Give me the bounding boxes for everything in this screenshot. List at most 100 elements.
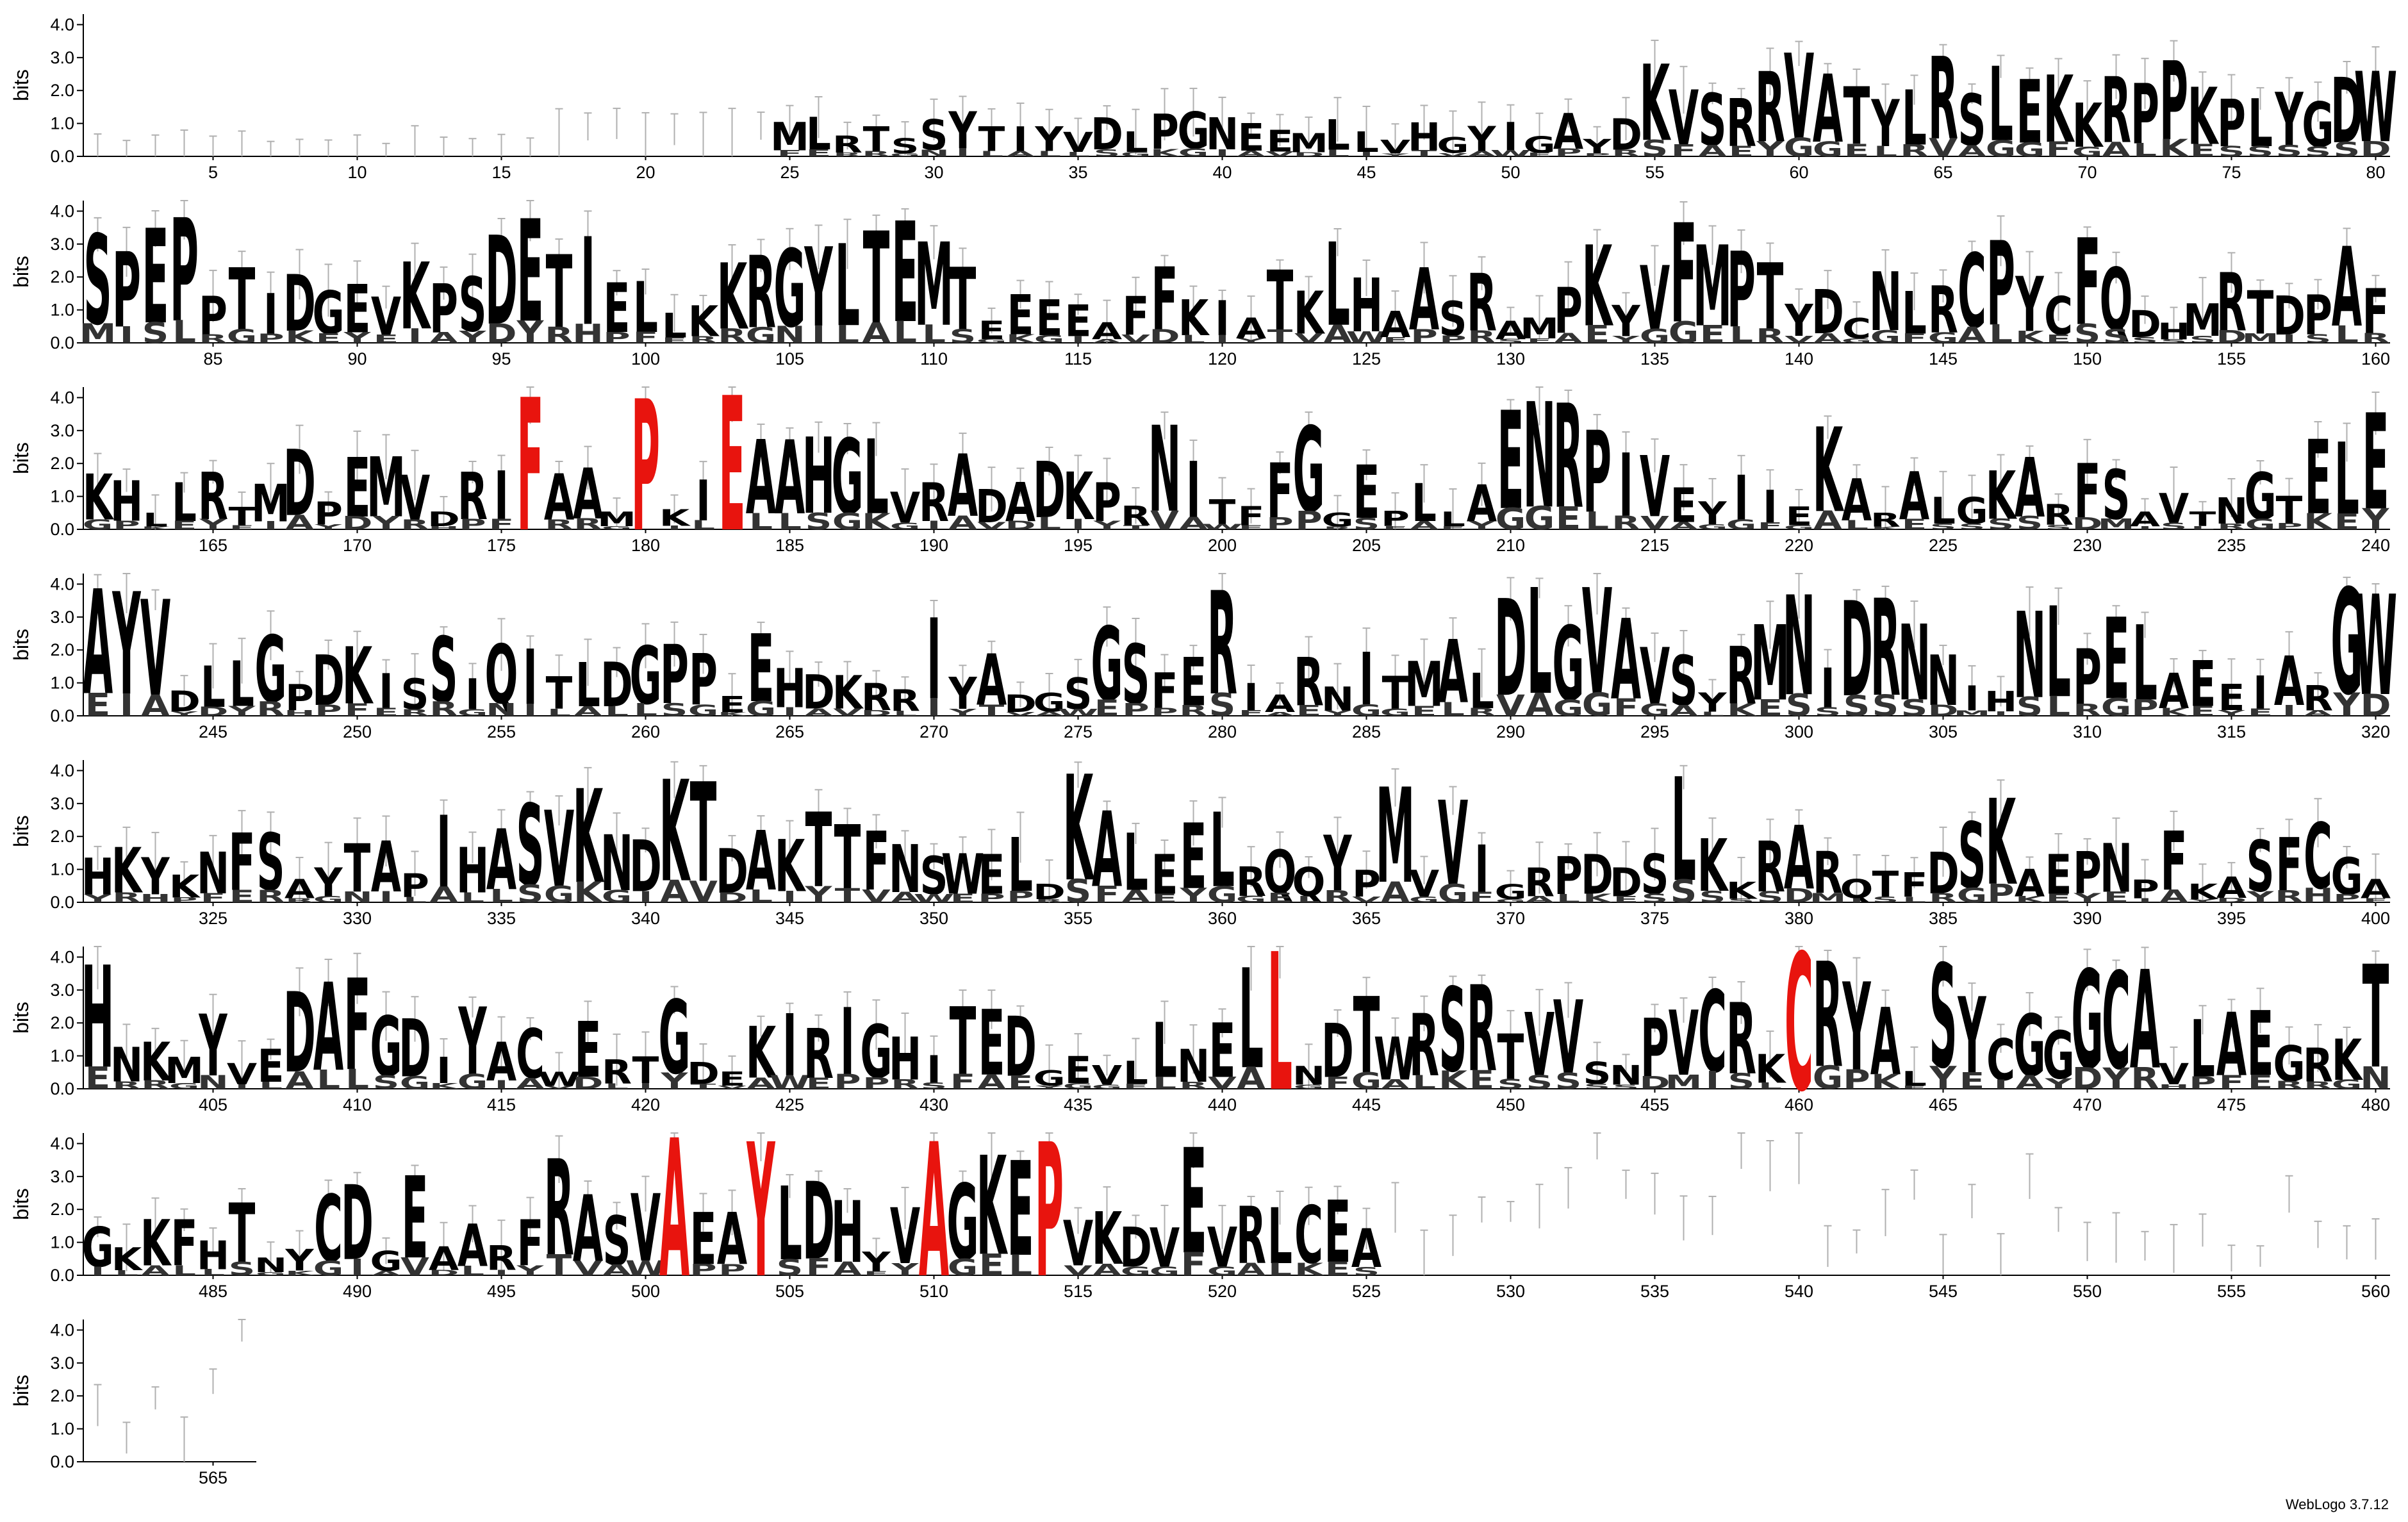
residue-296: S (1670, 641, 1698, 722)
x-tick-label: 520 (1208, 1282, 1237, 1301)
residue-201: F (1238, 501, 1265, 532)
residue-minor: G (1207, 882, 1237, 908)
residue-140: Y (1784, 296, 1813, 347)
residue-minor: R (2275, 888, 2304, 907)
x-tick-label: 350 (919, 909, 948, 928)
residue-minor: F (345, 700, 370, 720)
residue-minor: G (746, 323, 776, 348)
residue-101: L (662, 307, 687, 346)
residue-minor: A (1958, 323, 1986, 349)
residue-minor: A (1698, 142, 1728, 160)
residue-minor: E (374, 333, 399, 346)
residue-minor: G (832, 509, 862, 534)
residue-minor: I (1994, 710, 2008, 717)
residue-minor: L (1037, 149, 1061, 158)
y-tick-label: 4.0 (50, 761, 74, 780)
residue-minor: R (429, 697, 458, 720)
x-tick-label: 90 (347, 349, 367, 368)
x-tick-label: 130 (1496, 349, 1525, 368)
residue-minor: I (379, 888, 393, 906)
residue-minor: F (1383, 525, 1408, 530)
residue-53: Y (1582, 135, 1612, 158)
residue-minor: R (2275, 1079, 2304, 1092)
x-tick-label: 140 (1785, 349, 1813, 368)
residue-minor: G (1034, 333, 1064, 346)
residue-minor: K (573, 877, 604, 909)
residue-159: A (2332, 225, 2362, 352)
residue-minor: F (489, 516, 515, 533)
residue-187: G (831, 417, 863, 538)
residue-minor: A (1813, 506, 1842, 535)
residue-minor: D (572, 1073, 603, 1093)
residue-minor: S (1613, 1084, 1640, 1091)
residue-minor: D (716, 890, 747, 906)
residue-55: K (1640, 44, 1672, 165)
residue-minor: E (1556, 500, 1581, 537)
residue-226: G (1956, 490, 1988, 533)
residue-minor: Y (2188, 898, 2217, 903)
residue-minor: G (313, 1257, 344, 1280)
residue-54: D (1610, 111, 1642, 160)
residue-minor: R (1179, 1080, 1208, 1091)
residue-339: N (600, 820, 633, 909)
residue-160: F (2363, 276, 2389, 347)
residue-45: L (1354, 127, 1379, 159)
residue-165: R (198, 458, 228, 534)
x-tick-label: 180 (631, 536, 660, 555)
x-tick-label: 310 (2073, 722, 2102, 741)
residue-minor: P (1410, 326, 1437, 347)
residue-minor: V (1640, 513, 1670, 534)
residue-245: L (201, 654, 226, 720)
residue-98: I (581, 212, 595, 352)
x-tick-label: 500 (631, 1282, 660, 1301)
residue-281: I (1244, 676, 1258, 719)
residue-minor: I (639, 1081, 653, 1091)
x-tick-label: 515 (1064, 1282, 1093, 1301)
residue-56: V (1669, 75, 1699, 163)
residue-minor: P (718, 1261, 745, 1279)
residue-minor: G (602, 525, 632, 531)
residue-77: Y (2275, 79, 2304, 163)
y-tick-label: 0.0 (50, 1266, 74, 1285)
residue-minor: K (2159, 135, 2190, 162)
x-tick-label: 195 (1064, 536, 1093, 555)
x-tick-label: 525 (1352, 1282, 1381, 1301)
residue-minor: E (979, 1248, 1005, 1282)
residue-198: N (1148, 402, 1181, 539)
residue-186: H (802, 417, 835, 538)
residue-94: S (459, 262, 487, 350)
residue-minor: R (1929, 891, 1958, 906)
residue-minor: T (691, 1082, 716, 1090)
residue-minor: M (1665, 1071, 1703, 1094)
residue-minor: E (1585, 320, 1610, 349)
residue-minor: H (428, 525, 459, 531)
residue-47: H (1408, 115, 1440, 160)
residue-minor: L (1268, 1259, 1292, 1279)
x-tick-label: 200 (1208, 536, 1237, 555)
residue-277: S (1122, 627, 1150, 722)
residue-minor: P (862, 1074, 889, 1093)
residue-minor: P (1122, 699, 1149, 720)
residue-50: I (1503, 115, 1518, 160)
residue-minor: A (372, 1270, 400, 1277)
residue-234: T (2189, 508, 2216, 531)
x-tick-label: 190 (919, 536, 948, 555)
residue-minor: A (1554, 330, 1583, 346)
residue-99: E (604, 269, 631, 349)
residue-minor: S (1728, 1070, 1755, 1095)
residue-minor: K (429, 1081, 459, 1090)
residue-309: L (2046, 580, 2071, 725)
residue-minor: L (1758, 1081, 1782, 1091)
residue-285: I (1359, 638, 1374, 722)
residue-minor: S (1815, 705, 1842, 719)
residue-minor: S (1872, 690, 1899, 724)
residue-minor: V (1266, 150, 1294, 158)
residue-minor: L (1701, 711, 1724, 717)
residue-minor: R (112, 890, 141, 906)
residue-minor: L (605, 1082, 629, 1090)
residue-minor: E (2248, 1071, 2273, 1094)
residue-238: E (2305, 419, 2332, 538)
residue-minor: E (85, 1061, 111, 1096)
residue-311: E (2103, 595, 2130, 725)
residue-minor: Y (1035, 1084, 1064, 1089)
